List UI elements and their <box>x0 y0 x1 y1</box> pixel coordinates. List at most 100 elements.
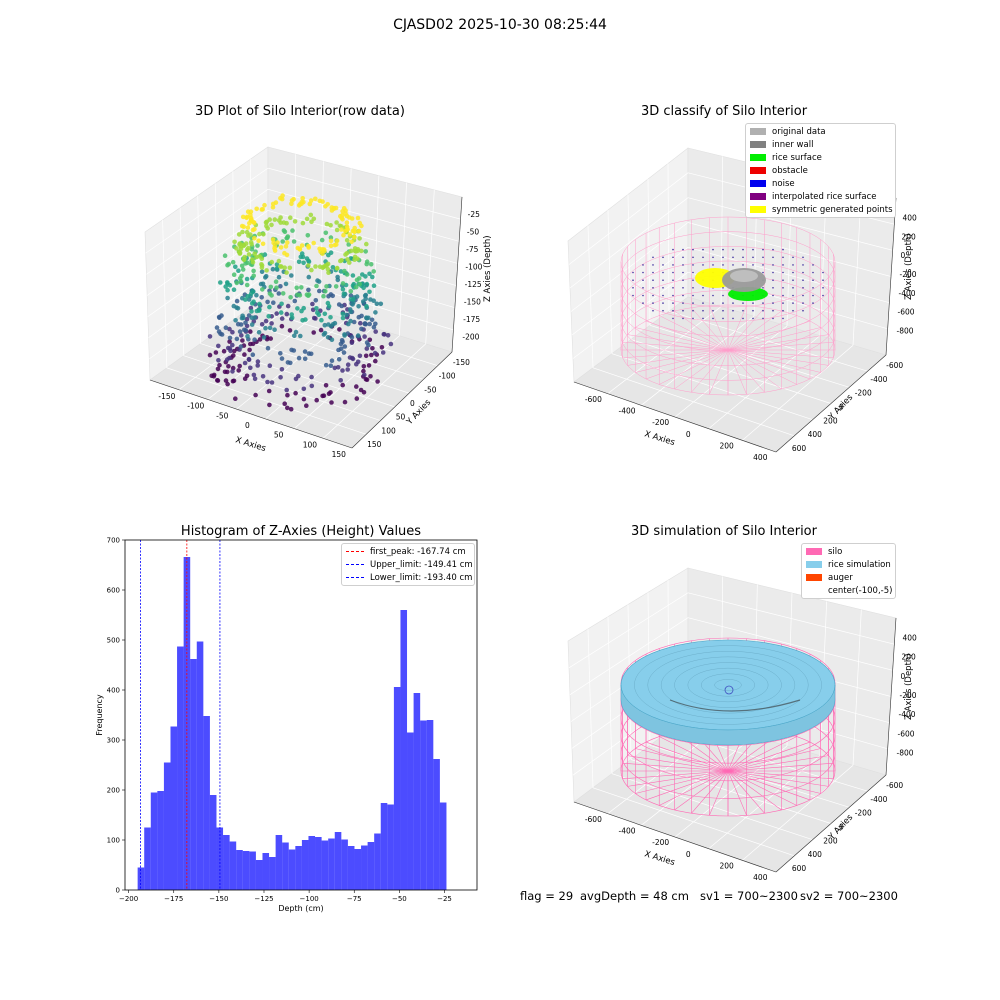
data-point <box>284 220 289 226</box>
data-point <box>309 267 314 273</box>
data-point <box>265 345 271 351</box>
surface-mesh-line <box>674 662 782 708</box>
data-point <box>248 215 254 221</box>
y-tick-label: 0 <box>839 823 844 832</box>
data-point <box>214 325 220 330</box>
surface-shading <box>669 699 801 712</box>
panel2-legend-swatch <box>750 180 766 187</box>
data-point <box>325 266 331 272</box>
z-tick-label: 0 <box>901 251 906 260</box>
data-point <box>368 297 373 302</box>
y-tick-label: 500 <box>107 637 120 645</box>
data-point <box>328 363 334 369</box>
data-point <box>374 301 380 307</box>
data-point <box>257 254 262 259</box>
interpolated-point <box>692 294 694 297</box>
histogram-legend-swatch <box>346 551 364 552</box>
data-point <box>257 307 262 312</box>
histogram-bar <box>387 804 394 890</box>
data-point <box>364 261 370 267</box>
data-point <box>341 206 347 211</box>
panel2-title: 3D classify of Silo Interior <box>640 104 808 119</box>
data-point <box>274 285 279 291</box>
silo-spoke <box>727 349 782 390</box>
silo-spoke <box>635 770 729 794</box>
z-tick-label: -175 <box>463 315 480 324</box>
interpolated-point <box>782 256 784 259</box>
interpolated-point <box>722 248 724 251</box>
data-point <box>288 406 294 412</box>
panel4-3d-plot: -600-400-20002004006004002000-200-400-60… <box>567 567 917 882</box>
interpolated-point <box>702 309 704 312</box>
histogram-bar <box>163 762 171 890</box>
data-point <box>211 372 217 378</box>
interpolated-point <box>792 287 794 289</box>
data-point <box>257 231 262 237</box>
data-point <box>259 207 265 212</box>
interpolated-point <box>752 317 754 320</box>
silo-spoke <box>727 341 834 351</box>
data-point <box>344 220 350 225</box>
interpolated-point <box>712 256 714 259</box>
grid-line <box>267 210 458 264</box>
panel4-legend-entry: silo <box>802 545 895 558</box>
data-point <box>259 269 265 275</box>
data-point <box>227 355 232 361</box>
silo-spoke <box>622 762 729 772</box>
data-point <box>326 294 331 299</box>
data-point <box>245 225 251 230</box>
y-tick-label: 400 <box>808 850 823 859</box>
data-point <box>306 245 312 250</box>
data-point <box>373 358 378 364</box>
data-point <box>246 252 252 257</box>
x-tick-label: −75 <box>347 895 362 903</box>
data-point <box>338 269 344 274</box>
interpolated-point <box>642 294 644 297</box>
data-point <box>319 237 325 243</box>
data-point <box>345 227 350 232</box>
data-point <box>244 276 250 282</box>
data-point <box>348 293 354 298</box>
data-point <box>336 357 342 362</box>
surface-mesh-line <box>660 656 796 714</box>
data-point <box>329 358 335 364</box>
data-point <box>340 286 346 292</box>
data-point <box>308 198 314 203</box>
interpolated-point <box>662 264 664 266</box>
data-point <box>349 239 354 245</box>
surface-mesh-line <box>687 667 769 703</box>
data-point <box>350 302 355 307</box>
grid-line <box>146 188 269 275</box>
data-point <box>282 401 288 407</box>
silo-spoke <box>622 770 729 780</box>
data-point <box>239 263 245 269</box>
interpolated-point <box>672 309 674 312</box>
histogram-bar <box>249 851 256 890</box>
y-tick-label: 100 <box>107 837 120 845</box>
interpolated-point <box>722 294 724 297</box>
x-tick-label: -600 <box>585 395 602 404</box>
data-point <box>243 261 248 266</box>
data-point <box>304 216 310 222</box>
data-point <box>251 268 256 274</box>
silo-spoke <box>645 349 729 380</box>
data-point <box>328 315 333 320</box>
silo-spoke <box>727 770 747 816</box>
histogram-bar <box>308 836 316 890</box>
data-point <box>238 344 244 349</box>
data-point <box>289 198 295 203</box>
interpolated-point <box>812 294 814 297</box>
data-point <box>291 239 297 244</box>
data-point <box>237 329 243 334</box>
silo-spoke <box>727 310 782 351</box>
histogram-bar <box>209 795 217 890</box>
data-point <box>279 316 285 321</box>
interpolated-point <box>632 271 634 274</box>
silo-spoke <box>727 349 834 359</box>
interpolated-point <box>772 287 774 289</box>
panel4-legend-swatch <box>806 548 822 555</box>
data-point <box>285 392 290 398</box>
data-point <box>269 259 275 265</box>
data-point <box>247 347 252 353</box>
histogram-bar <box>203 716 210 890</box>
